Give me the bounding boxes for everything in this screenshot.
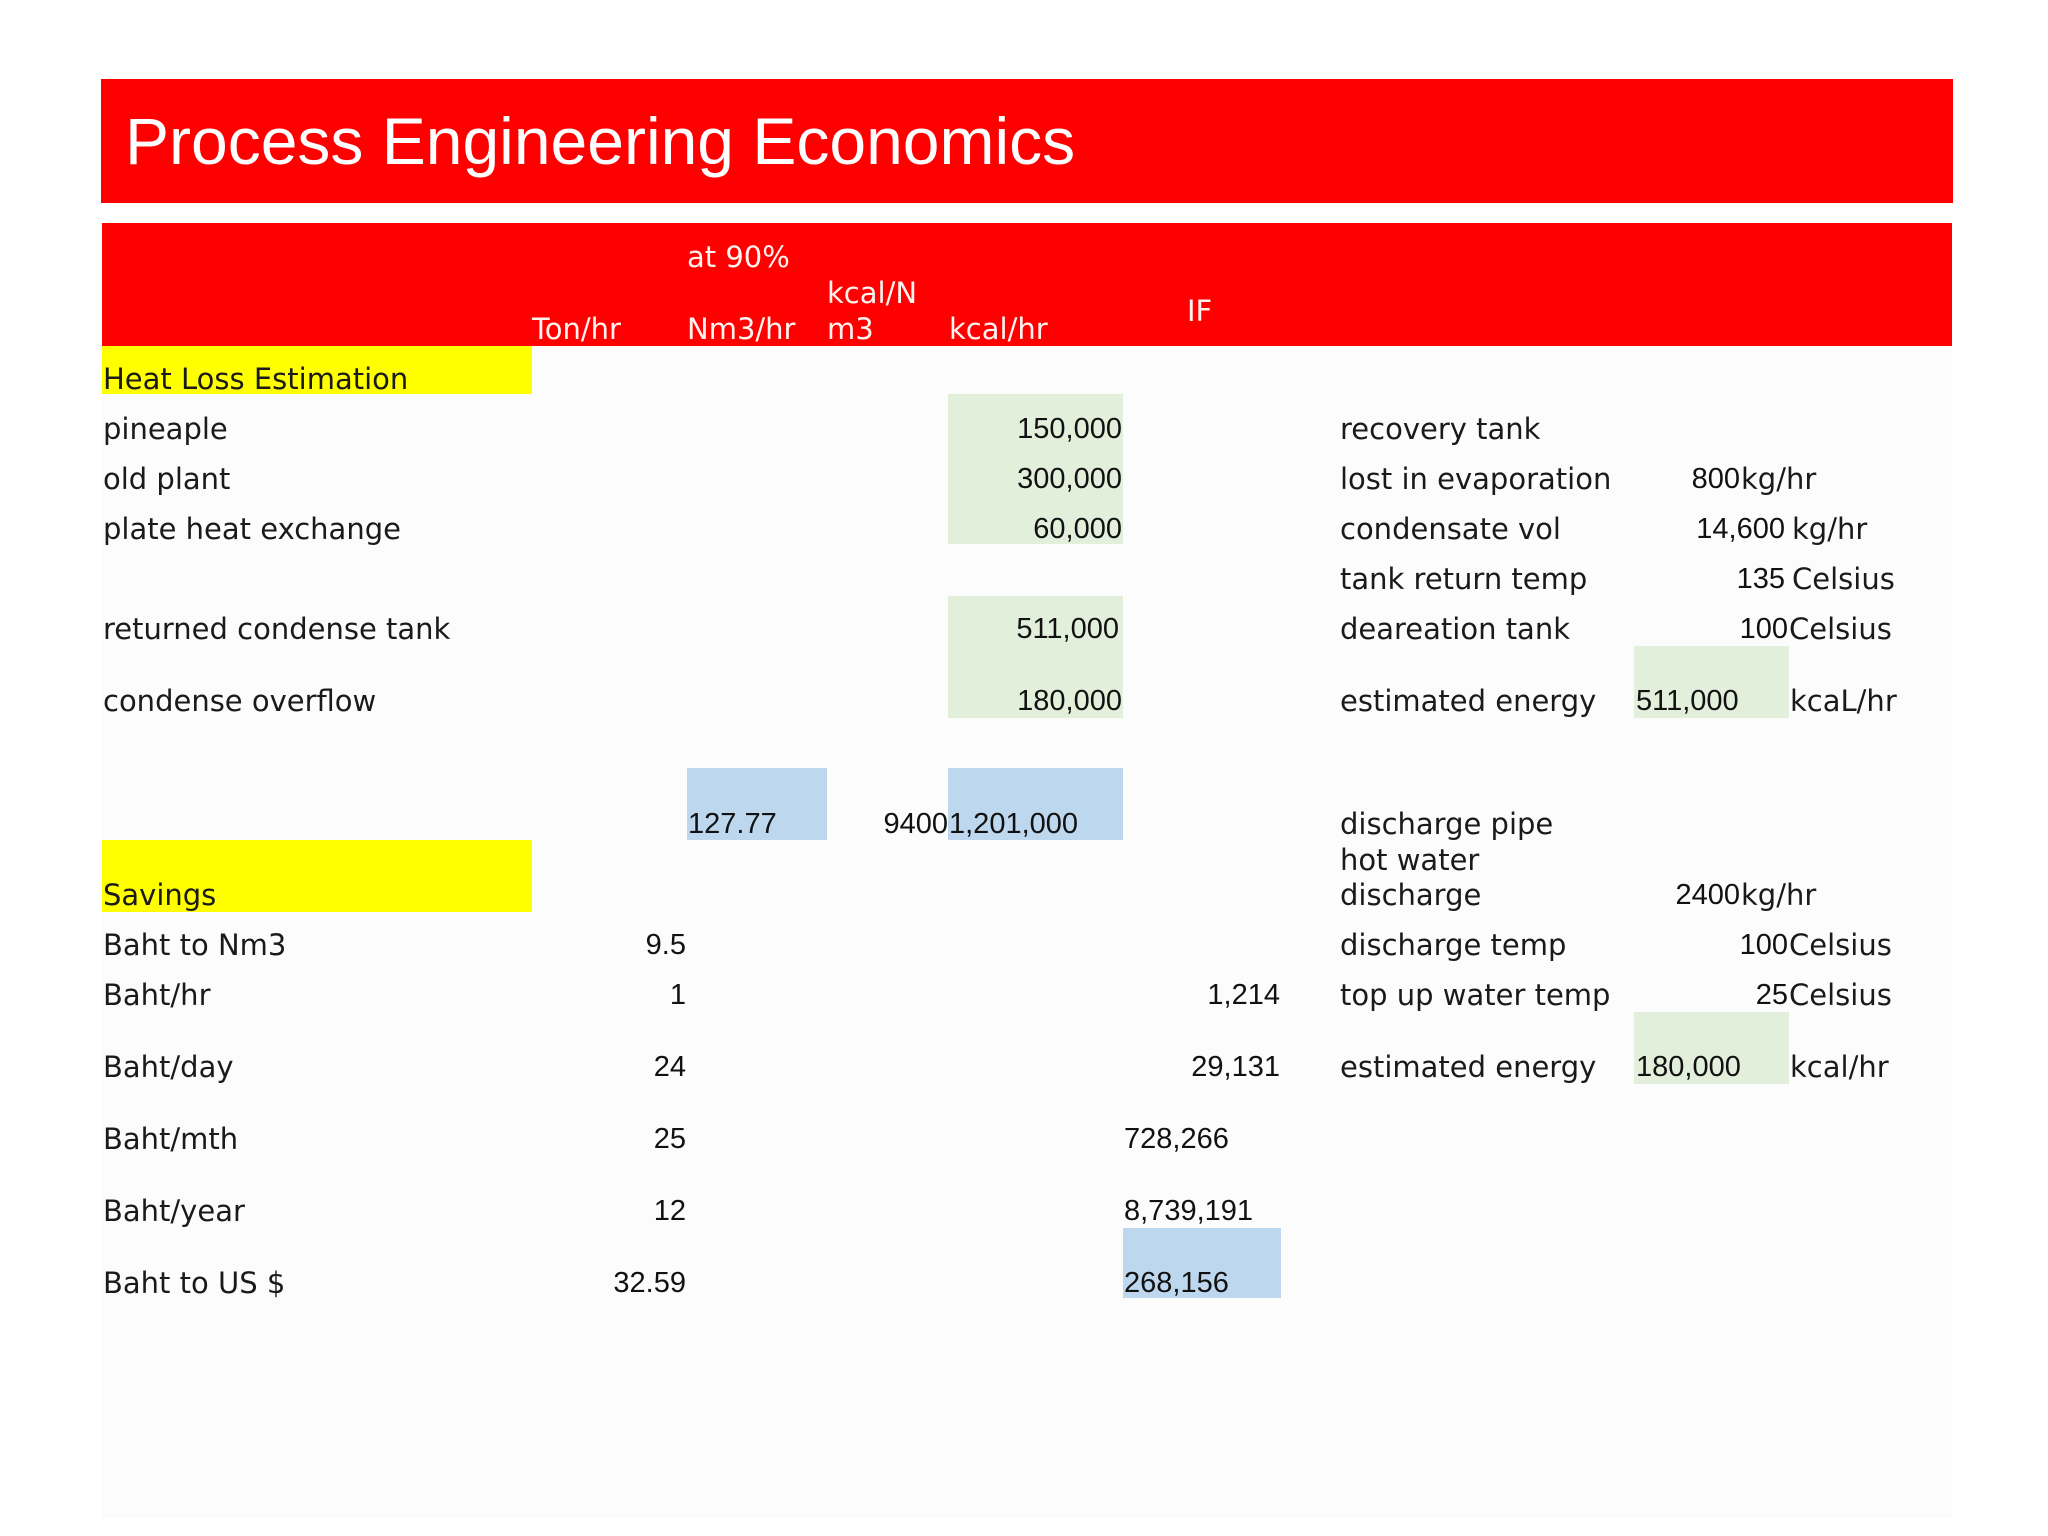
page-title: Process Engineering Economics <box>125 104 1076 178</box>
header-if: IF <box>1187 294 1213 328</box>
savings-row-label: Baht/mth <box>103 1122 239 1156</box>
recovery-row-unit: kg/hr <box>1741 462 1817 496</box>
row-label: plate heat exchange <box>103 512 401 546</box>
savings-row-value: 8,739,191 <box>1124 1195 1254 1227</box>
header-kcal-hr: kcal/hr <box>949 312 1048 346</box>
recovery-row-value: 135 <box>1736 563 1785 595</box>
total-kcal-per-nm3: 9400 <box>883 808 948 840</box>
header-ton-hr: Ton/hr <box>532 312 621 346</box>
recovery-row-label: deareation tank <box>1340 612 1571 646</box>
savings-row-factor: 1 <box>669 979 686 1011</box>
savings-row-value: 728,266 <box>1124 1123 1229 1155</box>
discharge-row-label-line2: discharge <box>1340 878 1482 912</box>
recovery-row-unit: kcaL/hr <box>1790 684 1897 718</box>
discharge-energy-value: 180,000 <box>1636 1051 1741 1083</box>
savings-row-value: 29,131 <box>1191 1051 1280 1083</box>
recovery-row-unit: kg/hr <box>1792 512 1868 546</box>
savings-row-label: Baht/day <box>103 1050 234 1084</box>
recovery-row-value: 14,600 <box>1696 513 1785 545</box>
recovery-row-label: condensate vol <box>1340 512 1561 546</box>
discharge-row-label-line1: hot water <box>1340 843 1480 877</box>
savings-row-value: 1,214 <box>1207 979 1280 1011</box>
condense-input-block <box>948 596 1123 718</box>
savings-row-factor: 24 <box>653 1051 686 1083</box>
total-nm3-cell-fill <box>687 768 827 840</box>
row-kcal-hr: 150,000 <box>1017 413 1122 445</box>
header-kcal-n-line2: m3 <box>827 312 874 346</box>
header-kcal-n-line1: kcal/N <box>827 276 918 310</box>
row-kcal-hr: 180,000 <box>1017 685 1122 717</box>
discharge-row-unit: Celsius <box>1789 928 1892 962</box>
row-label: old plant <box>103 462 231 496</box>
discharge-row-unit: kcal/hr <box>1790 1050 1889 1084</box>
discharge-row-value: 25 <box>1755 979 1788 1011</box>
heat-loss-highlight <box>102 346 532 394</box>
discharge-energy-cell-fill <box>1634 1012 1789 1084</box>
recovery-row-label: estimated energy <box>1340 684 1597 718</box>
savings-row-label: Baht to Nm3 <box>103 928 287 962</box>
row-label: pineaple <box>103 412 228 446</box>
savings-row-label: Baht/year <box>103 1194 245 1228</box>
discharge-row-unit: kg/hr <box>1741 878 1817 912</box>
row-label: returned condense tank <box>103 612 451 646</box>
recovery-row-value: 800 <box>1691 463 1740 495</box>
row-label: condense overflow <box>103 684 377 718</box>
savings-row-label: Baht to US $ <box>103 1266 286 1300</box>
header-nm3-hr: Nm3/hr <box>687 312 796 346</box>
total-kcal-cell-fill <box>948 768 1123 840</box>
recovery-row-label: tank return temp <box>1340 562 1588 596</box>
recovery-row-label: lost in evaporation <box>1340 462 1612 496</box>
savings-row-factor: 12 <box>653 1195 686 1227</box>
discharge-row-value: 2400 <box>1675 879 1740 911</box>
savings-row-factor: 32.59 <box>613 1267 686 1299</box>
usd-result-cell-fill <box>1123 1228 1281 1298</box>
savings-highlight <box>102 840 532 912</box>
savings-row-value: 268,156 <box>1124 1267 1229 1299</box>
discharge-row-unit: Celsius <box>1789 978 1892 1012</box>
row-kcal-hr: 60,000 <box>1033 513 1122 545</box>
recovery-heading: recovery tank <box>1340 412 1541 446</box>
recovery-row-unit: Celsius <box>1789 612 1892 646</box>
title-banner <box>101 79 1953 203</box>
recovery-row-unit: Celsius <box>1792 562 1895 596</box>
discharge-row-label: estimated energy <box>1340 1050 1597 1084</box>
savings-row-label: Baht/hr <box>103 978 211 1012</box>
savings-row-factor: 9.5 <box>645 929 686 961</box>
header-at-90: at 90% <box>687 240 790 274</box>
row-kcal-hr: 300,000 <box>1017 463 1122 495</box>
row-kcal-hr: 511,000 <box>1016 613 1119 645</box>
total-kcal-hr: 1,201,000 <box>949 808 1079 840</box>
total-nm3-hr: 127.77 <box>688 808 777 840</box>
discharge-heading: discharge pipe <box>1340 807 1554 841</box>
recovery-row-value: 100 <box>1739 613 1788 645</box>
discharge-row-label: top up water temp <box>1340 978 1611 1012</box>
discharge-row-label: discharge temp <box>1340 928 1567 962</box>
recovery-energy-value: 511,000 <box>1636 685 1739 717</box>
section-heat-loss: Heat Loss Estimation <box>103 362 409 396</box>
recovery-energy-cell-fill <box>1634 646 1789 718</box>
heat-loss-input-block <box>948 394 1123 544</box>
section-savings: Savings <box>103 878 217 912</box>
savings-row-factor: 25 <box>653 1123 686 1155</box>
discharge-row-value: 100 <box>1739 929 1788 961</box>
column-header-band <box>102 223 1952 346</box>
